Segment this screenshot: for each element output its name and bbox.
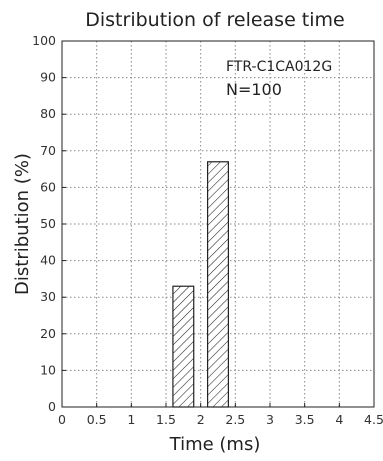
x-tick-labels: 0 0.5 1 1.5 2 2.5 3 3.5 4 4.5 <box>58 412 383 427</box>
annotation-model: FTR-C1CA012G <box>226 59 332 75</box>
x-axis-label: Time (ms) <box>169 434 261 455</box>
y-tick-label: 60 <box>40 179 56 194</box>
x-tick-label: 3 <box>266 412 274 427</box>
x-tick-label: 2.5 <box>225 412 245 427</box>
x-tick-label: 0 <box>58 412 66 427</box>
x-tick-label: 0.5 <box>87 412 107 427</box>
annotation-sample-size: N=100 <box>226 80 282 99</box>
x-tick-label: 4 <box>335 412 343 427</box>
y-tick-label: 40 <box>40 253 56 268</box>
y-axis-label: Distribution (%) <box>12 153 33 295</box>
chart-title: Distribution of release time <box>85 9 345 31</box>
ticks <box>61 40 375 408</box>
y-tick-label: 30 <box>40 289 56 304</box>
y-tick-label: 20 <box>40 326 56 341</box>
x-tick-label: 4.5 <box>364 412 383 427</box>
x-tick-label: 1 <box>127 412 135 427</box>
grid-lines <box>62 41 374 407</box>
bar <box>172 285 195 408</box>
x-tick-label: 3.5 <box>295 412 315 427</box>
y-tick-label: 70 <box>40 143 56 158</box>
x-tick-label: 2 <box>197 412 205 427</box>
y-tick-label: 10 <box>40 362 56 377</box>
bar <box>207 161 230 408</box>
x-tick-label: 1.5 <box>156 412 176 427</box>
y-tick-label: 50 <box>40 216 56 231</box>
y-tick-label: 0 <box>48 399 56 414</box>
y-tick-label: 80 <box>40 106 56 121</box>
bars <box>172 161 230 408</box>
y-tick-labels: 0 10 20 30 40 50 60 70 80 90 100 <box>32 33 56 414</box>
y-tick-label: 90 <box>40 70 56 85</box>
y-tick-label: 100 <box>32 33 56 48</box>
